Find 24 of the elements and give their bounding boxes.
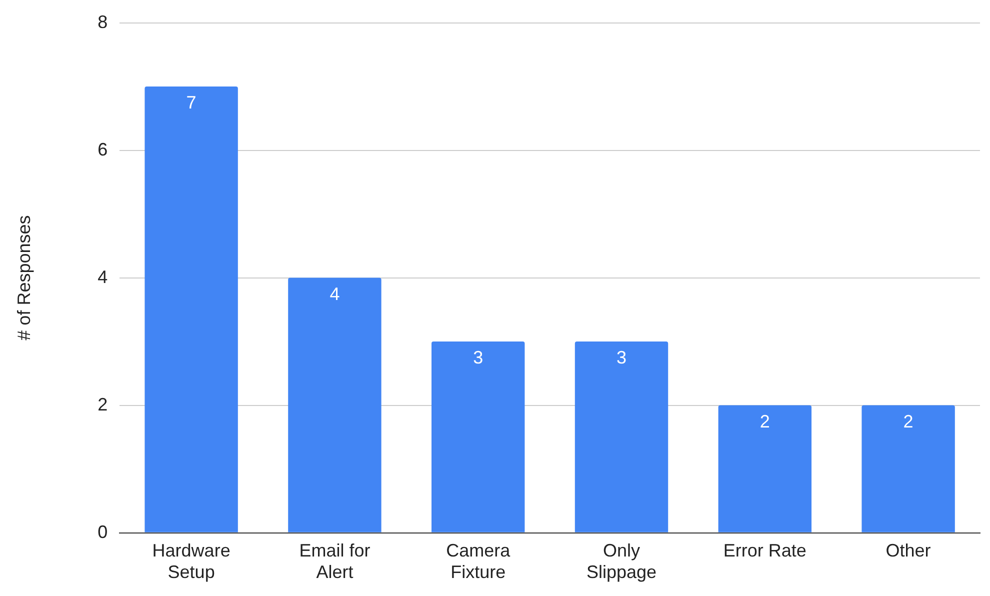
y-axis-title: # of Responses <box>14 215 34 340</box>
y-tick-label: 8 <box>98 12 108 32</box>
data-label: 4 <box>330 284 340 304</box>
data-label: 3 <box>473 348 484 368</box>
x-tick-label: Email for Alert <box>299 540 370 582</box>
y-tick-label: 0 <box>98 522 108 542</box>
x-tick-label: Hardware Setup <box>152 540 230 582</box>
x-tick-label: Other <box>886 540 931 561</box>
y-tick-label: 4 <box>98 266 108 287</box>
x-tick-label: Only Slippage <box>586 540 657 582</box>
y-tick-label: 2 <box>98 394 108 414</box>
bar <box>718 405 812 532</box>
data-label: 2 <box>903 411 914 432</box>
data-label: 2 <box>760 411 770 432</box>
bar <box>288 278 382 532</box>
x-tick-label: Camera Fixture <box>446 540 512 582</box>
bar <box>574 342 668 532</box>
data-label: 3 <box>616 348 627 368</box>
bar <box>144 86 238 532</box>
x-tick-label: Error Rate <box>723 540 806 561</box>
bar <box>432 342 525 532</box>
bar <box>862 405 955 532</box>
y-tick-label: 6 <box>98 139 108 160</box>
data-label: 7 <box>186 92 196 113</box>
